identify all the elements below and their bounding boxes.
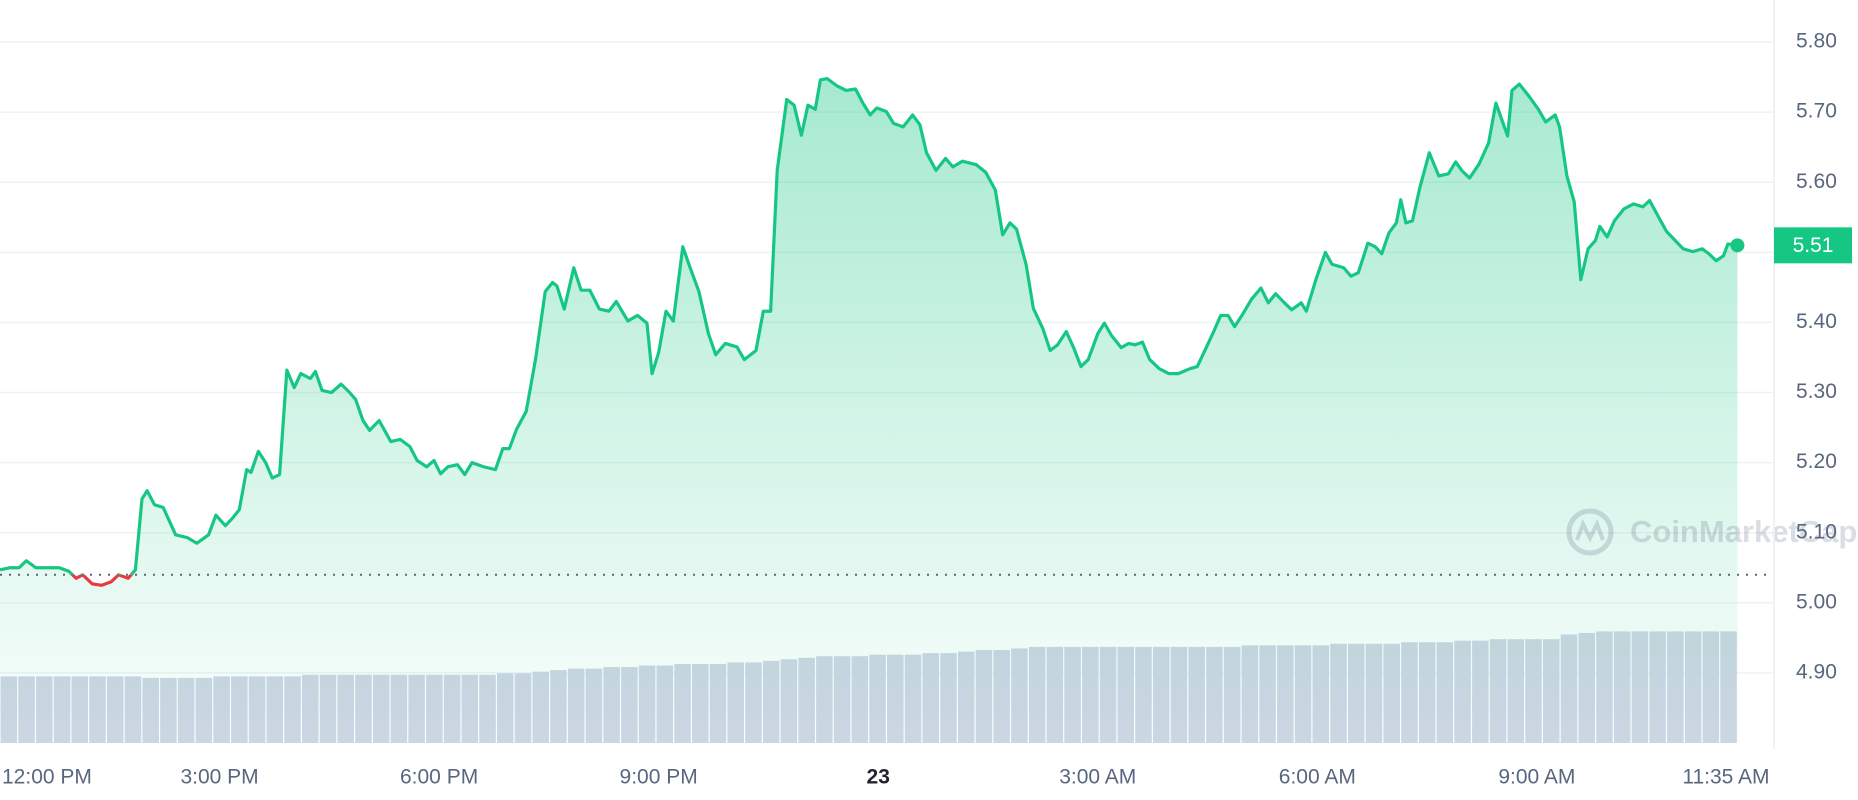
y-tick-label: 5.10 [1796, 520, 1837, 543]
x-tick-label: 6:00 PM [400, 766, 478, 789]
watermark-logo-mark [1575, 519, 1605, 543]
price-line-up [0, 76, 1738, 575]
price-area [0, 78, 1738, 743]
y-tick-label: 5.30 [1796, 380, 1837, 403]
last-price-label: 5.51 [1793, 234, 1834, 257]
price-layer [0, 76, 1766, 743]
x-tick-label: 3:00 PM [180, 766, 258, 789]
x-tick-label: 3:00 AM [1059, 766, 1136, 789]
y-tick-label: 5.60 [1796, 170, 1837, 193]
x-tick-label: 9:00 AM [1498, 766, 1575, 789]
y-tick-label: 5.20 [1796, 450, 1837, 473]
watermark-logo [1566, 508, 1614, 556]
last-point [1730, 238, 1745, 253]
y-tick-label: 5.00 [1796, 590, 1837, 613]
y-tick-label: 5.70 [1796, 100, 1837, 123]
x-tick-label: 6:00 AM [1279, 766, 1356, 789]
x-tick-label: 23 [867, 766, 890, 789]
y-tick-label: 4.90 [1796, 660, 1837, 683]
y-tick-label: 5.80 [1796, 30, 1837, 53]
watermark: CoinMarketCap [1630, 514, 1857, 549]
last-price-badge [1774, 227, 1852, 264]
y-tick-label: 5.40 [1796, 310, 1837, 333]
watermark-layer: CoinMarketCap [1566, 508, 1857, 556]
x-tick-label: 11:35 AM [1682, 766, 1769, 789]
x-tick-label: 12:00 PM [2, 766, 92, 789]
x-tick-label: 9:00 PM [620, 766, 698, 789]
